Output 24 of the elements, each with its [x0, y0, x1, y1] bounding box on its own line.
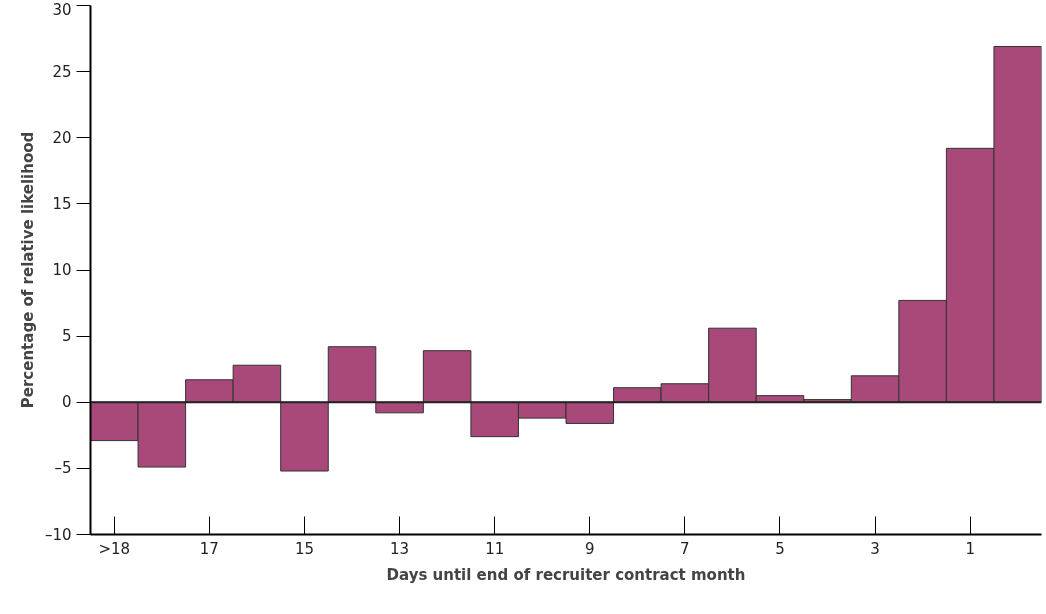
y-tick-label: –10 [44, 525, 72, 544]
bar [327, 346, 377, 403]
x-tick-label: 3 [870, 539, 880, 558]
y-tick-label: 20 [52, 128, 72, 147]
x-axis-title: Days until end of recruiter contract month [386, 565, 746, 584]
x-tick-label: 1 [965, 539, 975, 558]
bar [280, 401, 329, 472]
x-tick-label: 17 [199, 539, 219, 558]
x-tick-label: 9 [585, 539, 595, 558]
x-tick-label: 13 [390, 539, 410, 558]
x-tick-label: 7 [680, 539, 690, 558]
y-axis-title: Percentage of relative likelihood [18, 131, 37, 409]
y-tick-label: 15 [52, 194, 72, 213]
y-tick-label: 25 [52, 62, 72, 81]
x-tick-label: >18 [98, 539, 131, 558]
x-tick-label: 5 [775, 539, 785, 558]
y-tick-label: –5 [54, 459, 72, 478]
x-tick-label: 15 [294, 539, 315, 558]
y-tick-label: 10 [52, 261, 72, 279]
y-tick-label: 5 [61, 327, 72, 346]
bar [422, 350, 472, 403]
y-tick-label: 30 [52, 0, 72, 19]
x-tick-label: 11 [485, 539, 505, 558]
y-tick-label: 0 [61, 393, 72, 412]
